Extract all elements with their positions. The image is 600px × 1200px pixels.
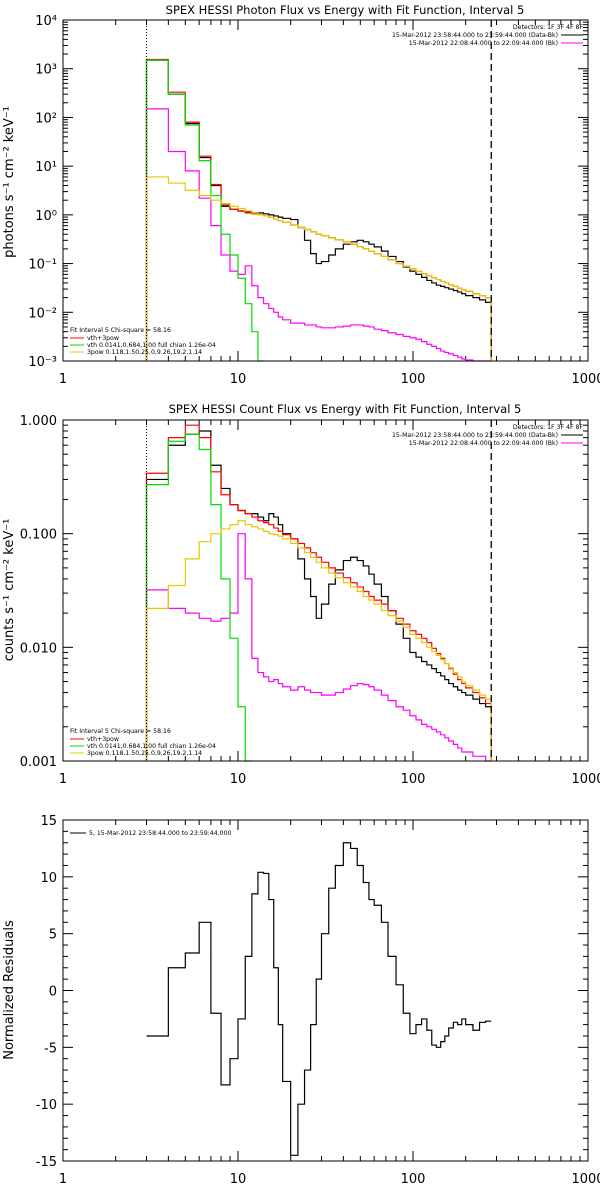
- panel1-ytick-label: 10⁴: [35, 14, 57, 29]
- panel1-series-bk: [145, 108, 492, 362]
- count-flux-ylabel: counts s⁻¹ cm⁻² keV⁻¹: [2, 519, 17, 662]
- count-flux-vth-label: vth 0.0141,0.684,1.00 full chian 1.26e-0…: [87, 743, 216, 750]
- count-flux-series: [145, 424, 492, 762]
- panel2-ytick-label: 0.100: [20, 528, 57, 543]
- count-flux-vlines: [145, 420, 492, 761]
- panel1-ytick-label: 10⁻³: [28, 355, 57, 370]
- panel1-ytick-label: 10³: [35, 63, 57, 78]
- panel1-xtick-label: 10: [230, 372, 247, 387]
- photon-flux-vth-label: vth 0.0141,0.684,1.00 full chian 1.26e-0…: [87, 342, 216, 349]
- panel3-series-residuals: [146, 842, 492, 1156]
- panel2-ytick-label: 0.010: [20, 641, 57, 656]
- panel2-series-data-bk: [145, 430, 492, 761]
- panel3-xtick-label: 10: [230, 1172, 247, 1187]
- panel2-xtick-label: 10: [230, 772, 247, 787]
- photon-flux-ylabel: photons s⁻¹ cm⁻² keV⁻¹: [2, 106, 17, 258]
- panel3-ytick-label: -5: [44, 1041, 57, 1056]
- count-flux-title: SPEX HESSI Count Flux vs Energy with Fit…: [169, 402, 522, 416]
- panel3-ytick-label: -10: [36, 1098, 57, 1113]
- panel2-ytick-label: 1.000: [20, 414, 57, 429]
- photon-flux-legend-top: Detectors: 1F 3F 4F 8F 15-Mar-2012 23:58…: [392, 24, 583, 47]
- panel2-xtick-label: 100: [401, 772, 426, 787]
- photon-flux-plot-area: [62, 19, 589, 362]
- panel2-series-vth: [145, 433, 252, 762]
- count-flux-fit-info: Fit Interval 5 Chi-square = 58.16: [70, 728, 171, 735]
- photon-flux-interval-bk: 15-Mar-2012 22:08:44.000 to 22:09:44.000…: [409, 40, 558, 47]
- count-flux-interval-bk: 15-Mar-2012 22:08:44.000 to 22:09:44.000…: [409, 440, 558, 447]
- panel3-ytick-label: 5: [49, 928, 57, 943]
- residuals-legend-label: 5, 15-Mar-2012 23:58:44.000 to 23:59:44.…: [89, 830, 232, 837]
- photon-flux-3pow-label: 3pow 0.118,1.50,25.0,9.26,19.2,1.14: [87, 349, 202, 356]
- photon-flux-detectors: Detectors: 1F 3F 4F 8F: [513, 24, 584, 31]
- panel1-ytick-label: 10²: [35, 111, 57, 126]
- panel1-ytick-label: 10⁻¹: [28, 258, 57, 273]
- panel2-ytick-label: 0.001: [20, 755, 57, 770]
- panel1-series-vth-3pow: [145, 58, 492, 361]
- count-flux-3pow-label: 3pow 0.118,1.50,25.0,9.26,19.2,1.14: [87, 750, 202, 757]
- panel2-series-bk: [145, 533, 492, 762]
- panel3-ytick-label: 15: [40, 814, 57, 829]
- panel2-series-vth-3pow: [145, 424, 492, 761]
- photon-flux-interval-data: 15-Mar-2012 23:58:44.000 to 23:59:44.000…: [392, 32, 558, 39]
- photon-flux-panel: SPEX HESSI Photon Flux vs Energy with Fi…: [2, 3, 600, 387]
- residuals-plot-area: [62, 819, 589, 1162]
- photon-flux-legend-bottom: Fit Interval 5 Chi-square = 58.16 vth+3p…: [70, 327, 216, 356]
- photon-flux-vth3pow-label: vth+3pow: [87, 335, 119, 342]
- photon-flux-series: [145, 58, 492, 362]
- residuals-series: [146, 842, 492, 1156]
- panel1-series-data-bk: [145, 59, 492, 361]
- panel1-ytick-label: 10¹: [35, 160, 57, 175]
- panel3-xtick-label: 1: [59, 1172, 67, 1187]
- photon-flux-title: SPEX HESSI Photon Flux vs Energy with Fi…: [166, 3, 525, 17]
- panel2-xtick-label: 1: [59, 772, 67, 787]
- count-flux-interval-data: 15-Mar-2012 23:58:44.000 to 23:59:44.000…: [392, 432, 558, 439]
- count-flux-vth3pow-label: vth+3pow: [87, 736, 119, 743]
- panel1-series-vth: [145, 59, 264, 362]
- panel1-series-3pow: [145, 176, 492, 361]
- panel3-ytick-label: 0: [49, 985, 57, 1000]
- count-flux-plot-area: [62, 419, 589, 762]
- panel3-ytick-label: -15: [36, 1155, 57, 1170]
- photon-flux-vlines: [145, 20, 492, 361]
- panel1-ytick-label: 10⁻²: [28, 306, 57, 321]
- count-flux-detectors: Detectors: 1F 3F 4F 8F: [513, 424, 584, 431]
- count-flux-legend-bottom: Fit Interval 5 Chi-square = 58.16 vth+3p…: [70, 728, 216, 757]
- panel1-ytick-label: 10⁰: [35, 209, 57, 224]
- residuals-ylabel: Normalized Residuals: [2, 920, 17, 1060]
- panel1-xtick-label: 100: [401, 372, 426, 387]
- panel3-xtick-label: 100: [401, 1172, 426, 1187]
- panel3-ytick-label: 10: [40, 871, 57, 886]
- panel2-series-3pow: [145, 520, 492, 761]
- count-flux-legend-top: Detectors: 1F 3F 4F 8F 15-Mar-2012 23:58…: [392, 424, 583, 447]
- count-flux-panel: SPEX HESSI Count Flux vs Energy with Fit…: [2, 402, 600, 787]
- photon-flux-fit-info: Fit Interval 5 Chi-square = 58.16: [70, 327, 171, 334]
- panel1-xtick-label: 1: [59, 372, 67, 387]
